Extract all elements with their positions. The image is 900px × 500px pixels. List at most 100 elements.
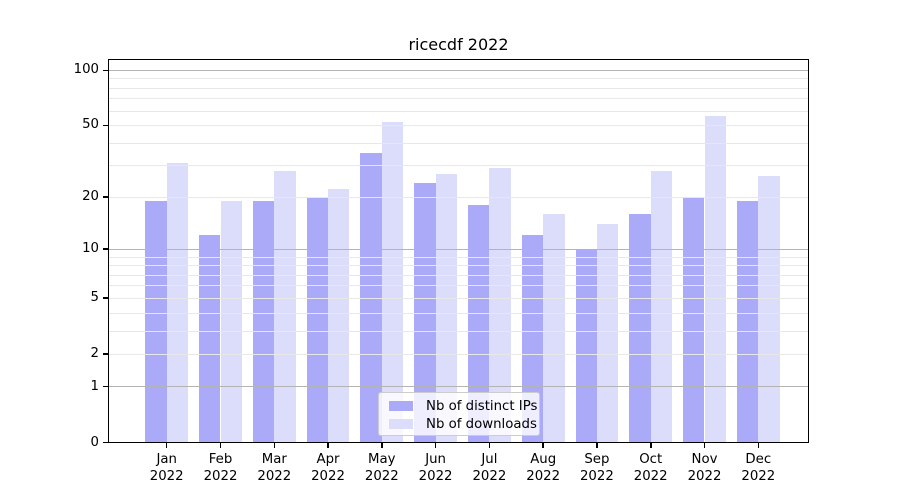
x-tick-label-may: May 2022 bbox=[355, 452, 409, 485]
minor-gridline-70 bbox=[108, 98, 809, 100]
minor-gridline-80 bbox=[108, 87, 809, 89]
bar-distinct-ips-apr bbox=[306, 196, 328, 443]
minor-gridline-30 bbox=[108, 165, 809, 167]
y-tick-label-10: 10 bbox=[82, 241, 99, 257]
minor-gridline-2 bbox=[108, 353, 809, 355]
x-tick-year: 2022 bbox=[149, 468, 184, 484]
x-tick-year: 2022 bbox=[203, 468, 238, 484]
legend-swatch-distinct-ips bbox=[389, 401, 413, 411]
y-tick-mark-100 bbox=[103, 69, 108, 71]
minor-gridline-9 bbox=[108, 256, 809, 258]
minor-gridline-4 bbox=[108, 312, 809, 314]
bar-downloads-apr bbox=[328, 189, 350, 443]
x-tick-month: Oct bbox=[639, 452, 663, 467]
x-tick-label-sep: Sep 2022 bbox=[570, 452, 624, 485]
x-tick-year: 2022 bbox=[418, 468, 453, 484]
bar-downloads-jul bbox=[489, 167, 511, 443]
x-tick-mark-nov bbox=[703, 442, 706, 448]
x-tick-mark-aug bbox=[542, 442, 544, 448]
y-tick-label-5: 5 bbox=[90, 290, 99, 306]
minor-gridline-40 bbox=[108, 142, 809, 144]
x-tick-label-nov: Nov 2022 bbox=[678, 452, 732, 485]
bar-distinct-ips-may bbox=[360, 153, 382, 443]
minor-gridline-20 bbox=[108, 196, 809, 198]
bar-distinct-ips-dec bbox=[736, 200, 759, 443]
x-tick-month: Mar bbox=[261, 452, 287, 467]
x-tick-label-jan: Jan 2022 bbox=[140, 452, 194, 485]
bar-downloads-sep bbox=[596, 223, 619, 443]
y-tick-mark-10 bbox=[103, 248, 108, 250]
minor-gridline-60 bbox=[108, 110, 809, 112]
bar-distinct-ips-sep bbox=[575, 248, 597, 443]
x-tick-year: 2022 bbox=[579, 468, 614, 484]
x-tick-month: Nov bbox=[691, 452, 718, 467]
x-tick-mark-feb bbox=[219, 442, 222, 448]
bar-distinct-ips-aug bbox=[521, 235, 544, 443]
y-tick-label-50: 50 bbox=[82, 117, 99, 133]
y-tick-label-2: 2 bbox=[90, 346, 99, 361]
major-gridline-100 bbox=[108, 70, 809, 71]
bar-distinct-ips-feb bbox=[199, 235, 221, 443]
x-tick-mark-dec bbox=[757, 442, 759, 448]
x-tick-month: Sep bbox=[584, 452, 610, 467]
x-tick-mark-apr bbox=[327, 442, 329, 448]
x-tick-month: Jan bbox=[156, 452, 177, 467]
x-tick-year: 2022 bbox=[633, 468, 668, 484]
x-tick-month: Apr bbox=[316, 452, 340, 467]
x-tick-year: 2022 bbox=[526, 468, 561, 484]
x-tick-year: 2022 bbox=[364, 468, 399, 484]
x-tick-label-feb: Feb 2022 bbox=[194, 452, 248, 485]
legend-label-distinct-ips: Nb of distinct IPs bbox=[426, 398, 538, 414]
bar-distinct-ips-jun bbox=[414, 182, 436, 443]
x-tick-mark-may bbox=[381, 442, 383, 448]
minor-gridline-7 bbox=[108, 274, 809, 276]
x-tick-year: 2022 bbox=[472, 468, 507, 484]
bar-distinct-ips-jan bbox=[145, 200, 167, 443]
x-tick-label-oct: Oct 2022 bbox=[624, 452, 678, 485]
x-tick-month: Feb bbox=[208, 452, 233, 467]
bars-layer bbox=[108, 59, 809, 443]
bar-downloads-feb bbox=[220, 200, 242, 443]
legend-entry-downloads: Nb of downloads bbox=[387, 415, 537, 433]
y-tick-mark-5 bbox=[103, 297, 108, 299]
bar-downloads-dec bbox=[758, 176, 780, 443]
x-tick-month: May bbox=[368, 452, 396, 467]
x-tick-mark-sep bbox=[596, 442, 598, 448]
minor-gridline-90 bbox=[108, 78, 809, 80]
minor-gridline-3 bbox=[108, 330, 809, 332]
y-tick-label-20: 20 bbox=[82, 189, 99, 204]
y-tick-label-0: 0 bbox=[90, 434, 99, 450]
y-tick-label-100: 100 bbox=[73, 62, 99, 78]
x-tick-label-aug: Aug 2022 bbox=[516, 452, 570, 485]
legend-entry-distinct-ips: Nb of distinct IPs bbox=[387, 397, 537, 415]
x-tick-year: 2022 bbox=[257, 468, 292, 484]
x-tick-month: Dec bbox=[745, 452, 772, 467]
x-tick-label-apr: Apr 2022 bbox=[301, 452, 355, 485]
x-tick-year: 2022 bbox=[687, 468, 722, 484]
bar-downloads-oct bbox=[650, 170, 673, 443]
x-tick-mark-jul bbox=[488, 442, 491, 448]
bar-downloads-aug bbox=[543, 213, 565, 443]
x-tick-month: Jul bbox=[481, 452, 498, 467]
x-tick-year: 2022 bbox=[741, 468, 776, 484]
gridlines-layer bbox=[108, 59, 809, 443]
major-gridline-1 bbox=[108, 386, 809, 388]
legend: Nb of distinct IPs Nb of downloads bbox=[378, 392, 540, 436]
x-tick-label-jun: Jun 2022 bbox=[409, 452, 463, 485]
bar-downloads-may bbox=[381, 122, 404, 443]
minor-gridline-50 bbox=[108, 125, 809, 127]
y-tick-mark-20 bbox=[103, 196, 108, 198]
legend-swatch-downloads bbox=[389, 419, 413, 429]
x-tick-label-dec: Dec 2022 bbox=[731, 452, 785, 485]
bar-distinct-ips-jul bbox=[468, 204, 490, 443]
x-tick-mark-jan bbox=[165, 442, 168, 448]
x-tick-month: Aug bbox=[530, 452, 557, 467]
y-tick-mark-1 bbox=[103, 385, 108, 388]
minor-gridline-6 bbox=[108, 285, 809, 287]
bar-distinct-ips-mar bbox=[252, 200, 275, 443]
minor-gridline-8 bbox=[108, 265, 809, 266]
bar-downloads-mar bbox=[274, 170, 296, 443]
x-tick-label-mar: Mar 2022 bbox=[247, 452, 301, 485]
bar-downloads-jun bbox=[435, 173, 457, 443]
